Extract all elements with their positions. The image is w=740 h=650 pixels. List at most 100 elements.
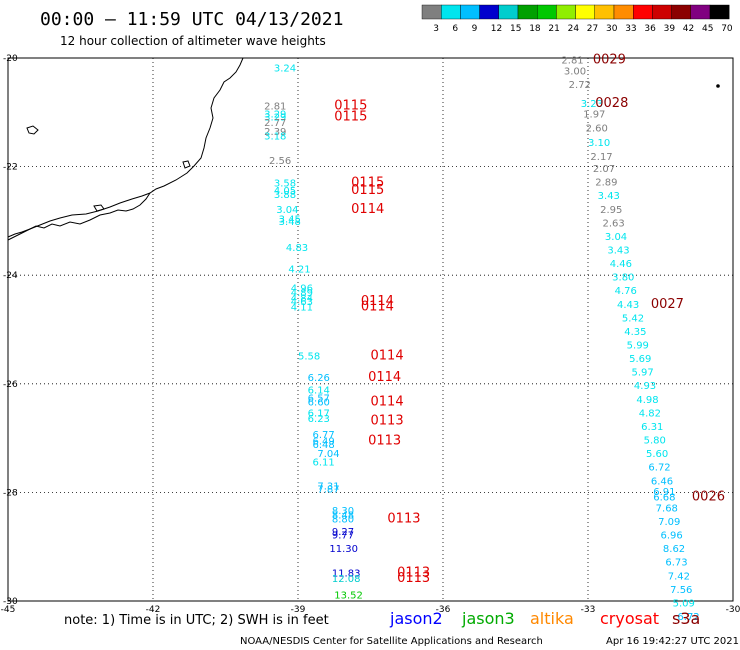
scale-label: 36 xyxy=(644,24,656,34)
generated-timestamp: Apr 16 19:42:27 UTC 2021 xyxy=(606,636,739,647)
wave-height-value: 3.45 xyxy=(279,215,301,226)
wave-height-value: 2.72 xyxy=(569,80,591,91)
satellite-jason3: jason3 xyxy=(461,609,515,628)
scale-swatch xyxy=(556,4,576,20)
wave-height-value: 8.62 xyxy=(663,544,685,555)
scale-swatch xyxy=(613,4,634,20)
wave-height-value: 3.29 xyxy=(264,110,286,121)
track-east: 2.813.00 2.72 3.231.97 2.60 3.10 2.172.07 2.89… xyxy=(561,52,725,623)
satellite-tracks: 3.242.813.293.292.772.393.182.563.584.05… xyxy=(264,52,725,623)
scale-swatch xyxy=(633,4,653,20)
wave-height-value: 4.63 xyxy=(291,297,313,308)
pass-time-label: 0114 xyxy=(351,202,384,217)
pass-time-label: 0113 xyxy=(371,414,404,429)
wave-height-value: 2.95 xyxy=(600,205,622,216)
lon-tick-label: -42 xyxy=(146,605,161,615)
scale-label: 6 xyxy=(452,24,458,34)
wave-height-value: 6.60 xyxy=(308,398,330,409)
scale-swatch xyxy=(671,4,691,20)
wave-height-value: 4.43 xyxy=(617,300,639,311)
wave-height-value: 4.76 xyxy=(615,286,637,297)
wave-height-value: 4.84 xyxy=(291,293,313,304)
wave-height-value: 13.52 xyxy=(334,590,363,601)
wave-height-value: 7.09 xyxy=(658,517,680,528)
wave-height-value: 2.81 xyxy=(264,102,286,113)
lat-tick-label: -30 xyxy=(3,597,18,607)
scale-label: 21 xyxy=(548,24,559,34)
wave-height-value: 7.87 xyxy=(317,484,339,495)
wave-height-value: 6.49 xyxy=(313,437,335,448)
island-dot xyxy=(716,84,720,88)
scale-swatch xyxy=(479,4,500,20)
wave-height-value: 3.04 xyxy=(605,232,627,243)
wave-height-value: 11.83 xyxy=(332,569,361,580)
wave-height-value: 3.18 xyxy=(264,131,286,142)
wave-height-value: 8.80 xyxy=(332,514,354,525)
wave-height-value: 6.68 xyxy=(653,493,675,504)
wave-height-value: 7.42 xyxy=(668,571,690,582)
scale-label: 70 xyxy=(721,24,733,34)
wave-height-value: 5.09 xyxy=(673,598,695,609)
wave-height-value: 4.89 xyxy=(291,288,313,299)
wave-height-value: 6.91 xyxy=(653,487,675,498)
wave-height-value: 5.80 xyxy=(644,436,666,447)
wave-height-value: 2.81 xyxy=(561,55,583,66)
satellite-altika: altika xyxy=(530,609,574,628)
scale-swatch xyxy=(709,4,730,20)
lat-tick-label: -22 xyxy=(3,163,18,173)
scale-label: 9 xyxy=(472,24,478,34)
satellite-legend: jason2 jason3 altika cryosat s3a xyxy=(389,609,700,628)
wave-height-value: 4.46 xyxy=(610,259,632,270)
wave-height-value: 3.00 xyxy=(564,66,586,77)
wave-height-value: 1.97 xyxy=(583,110,605,121)
scale-label: 18 xyxy=(529,24,541,34)
wave-height-value: 4.83 xyxy=(286,243,308,254)
wave-height-value: 5.69 xyxy=(629,354,651,365)
lon-tick-label: -30 xyxy=(726,605,740,615)
pass-time-label: 0115 xyxy=(351,176,384,191)
wave-height-value: 3.24 xyxy=(274,64,296,75)
pass-time-label: 0114 xyxy=(371,395,404,410)
bay-outline xyxy=(7,192,151,241)
wave-height-value: 7.04 xyxy=(317,449,339,460)
pass-time-label: 0026 xyxy=(692,490,725,505)
lon-tick-label: -39 xyxy=(291,605,306,615)
island xyxy=(26,125,39,135)
wave-height-value: 6.72 xyxy=(677,612,699,623)
wave-height-value: 9.27 xyxy=(332,527,354,538)
wave-height-value: 9.77 xyxy=(332,531,354,542)
pass-time-label: 0113 xyxy=(387,511,420,526)
pass-time-label: 0115 xyxy=(334,109,367,124)
wave-height-value: 6.11 xyxy=(313,457,335,468)
map-frame xyxy=(7,57,734,602)
scale-label: 3 xyxy=(433,24,439,34)
pass-time-label: 0113 xyxy=(368,434,401,449)
scale-swatch xyxy=(517,4,538,20)
lat-tick-label: -20 xyxy=(3,54,18,64)
page-title: 00:00 – 11:59 UTC 04/13/2021 xyxy=(40,9,343,30)
wave-height-value: 8.30 xyxy=(332,506,354,517)
track-west: 3.242.813.293.292.772.393.182.563.584.05… xyxy=(264,64,430,602)
satellite-cryosat: cryosat xyxy=(600,609,659,628)
wave-height-value: 2.17 xyxy=(590,152,612,163)
wave-height-value: 7.56 xyxy=(670,585,692,596)
scale-swatch xyxy=(575,4,595,20)
wave-height-value: 2.63 xyxy=(603,218,625,229)
wave-height-value: 6.46 xyxy=(651,476,673,487)
scale-label: 24 xyxy=(568,24,580,34)
pass-time-label: 0114 xyxy=(361,294,394,309)
wave-height-value: 3.88 xyxy=(274,190,296,201)
credit-text: NOAA/NESDIS Center for Satellite Applica… xyxy=(240,636,543,647)
wave-height-value: 4.96 xyxy=(291,283,313,294)
pass-time-label: 0113 xyxy=(397,571,430,586)
page-subtitle: 12 hour collection of altimeter wave hei… xyxy=(60,34,326,48)
pass-time-label: 0113 xyxy=(397,566,430,581)
wave-height-value: 5.60 xyxy=(646,449,668,460)
scale-swatch xyxy=(537,4,557,20)
wave-height-value: 3.10 xyxy=(588,138,610,149)
island xyxy=(182,160,191,169)
pass-time-label: 0115 xyxy=(334,99,367,114)
pass-time-label: 0027 xyxy=(651,297,684,312)
scale-swatch xyxy=(690,4,711,20)
island xyxy=(93,204,105,212)
